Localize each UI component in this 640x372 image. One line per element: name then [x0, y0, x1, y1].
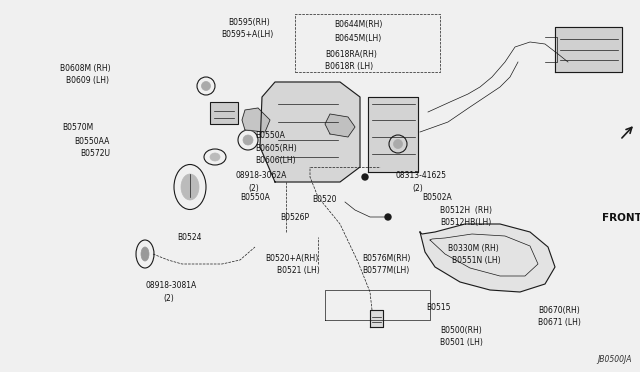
Text: B0618R (LH): B0618R (LH)	[325, 62, 373, 71]
Text: B0526P: B0526P	[280, 214, 309, 222]
FancyBboxPatch shape	[210, 102, 238, 124]
Text: B0670(RH): B0670(RH)	[538, 305, 580, 314]
Text: B0550A: B0550A	[240, 192, 270, 202]
Text: B0577M(LH): B0577M(LH)	[362, 266, 409, 276]
Text: FRONT: FRONT	[602, 213, 640, 223]
Text: B0520: B0520	[312, 196, 337, 205]
Polygon shape	[555, 27, 622, 72]
Circle shape	[385, 214, 391, 220]
Polygon shape	[242, 108, 270, 132]
Text: B0550AA: B0550AA	[74, 137, 109, 145]
Text: (2): (2)	[163, 294, 173, 302]
Ellipse shape	[210, 153, 220, 161]
Circle shape	[362, 174, 368, 180]
Text: B0500(RH): B0500(RH)	[440, 326, 482, 334]
Text: 08918-3062A: 08918-3062A	[235, 170, 286, 180]
Text: B0609 (LH): B0609 (LH)	[66, 76, 109, 84]
Text: 08313-41625: 08313-41625	[395, 170, 446, 180]
Text: B0645M(LH): B0645M(LH)	[334, 33, 381, 42]
Text: B0550A: B0550A	[255, 131, 285, 140]
Text: (2): (2)	[248, 183, 259, 192]
Text: B0515: B0515	[426, 304, 451, 312]
Ellipse shape	[243, 135, 253, 145]
Text: B0608M (RH): B0608M (RH)	[60, 64, 111, 73]
Ellipse shape	[394, 140, 403, 148]
Text: 08918-3081A: 08918-3081A	[146, 282, 197, 291]
Text: B0512H  (RH): B0512H (RH)	[440, 205, 492, 215]
Text: (2): (2)	[412, 183, 423, 192]
Text: B0551N (LH): B0551N (LH)	[452, 256, 500, 264]
Text: B0572U: B0572U	[80, 148, 110, 157]
Polygon shape	[325, 114, 355, 137]
Polygon shape	[260, 82, 360, 182]
Ellipse shape	[141, 247, 149, 261]
Text: B0521 (LH): B0521 (LH)	[277, 266, 320, 276]
Text: B0606(LH): B0606(LH)	[255, 155, 296, 164]
Text: B0595+A(LH): B0595+A(LH)	[221, 29, 273, 38]
Text: B0520+A(RH): B0520+A(RH)	[265, 253, 318, 263]
Text: JB0500JA: JB0500JA	[598, 355, 632, 364]
Text: B0605(RH): B0605(RH)	[255, 144, 297, 153]
Polygon shape	[368, 97, 418, 172]
Text: B0512HB(LH): B0512HB(LH)	[440, 218, 492, 227]
Text: B0618RA(RH): B0618RA(RH)	[325, 51, 377, 60]
Text: B0576M(RH): B0576M(RH)	[362, 253, 410, 263]
Polygon shape	[420, 224, 555, 292]
Text: B0671 (LH): B0671 (LH)	[538, 317, 581, 327]
Text: B0644M(RH): B0644M(RH)	[334, 20, 382, 29]
Text: B0501 (LH): B0501 (LH)	[440, 337, 483, 346]
Text: B0570M: B0570M	[62, 124, 93, 132]
Polygon shape	[370, 310, 383, 327]
Text: B0502A: B0502A	[422, 193, 452, 202]
Ellipse shape	[202, 81, 211, 90]
Text: B0330M (RH): B0330M (RH)	[448, 244, 499, 253]
Ellipse shape	[181, 174, 199, 200]
Text: B0524: B0524	[177, 234, 202, 243]
Text: B0595(RH): B0595(RH)	[228, 17, 269, 26]
